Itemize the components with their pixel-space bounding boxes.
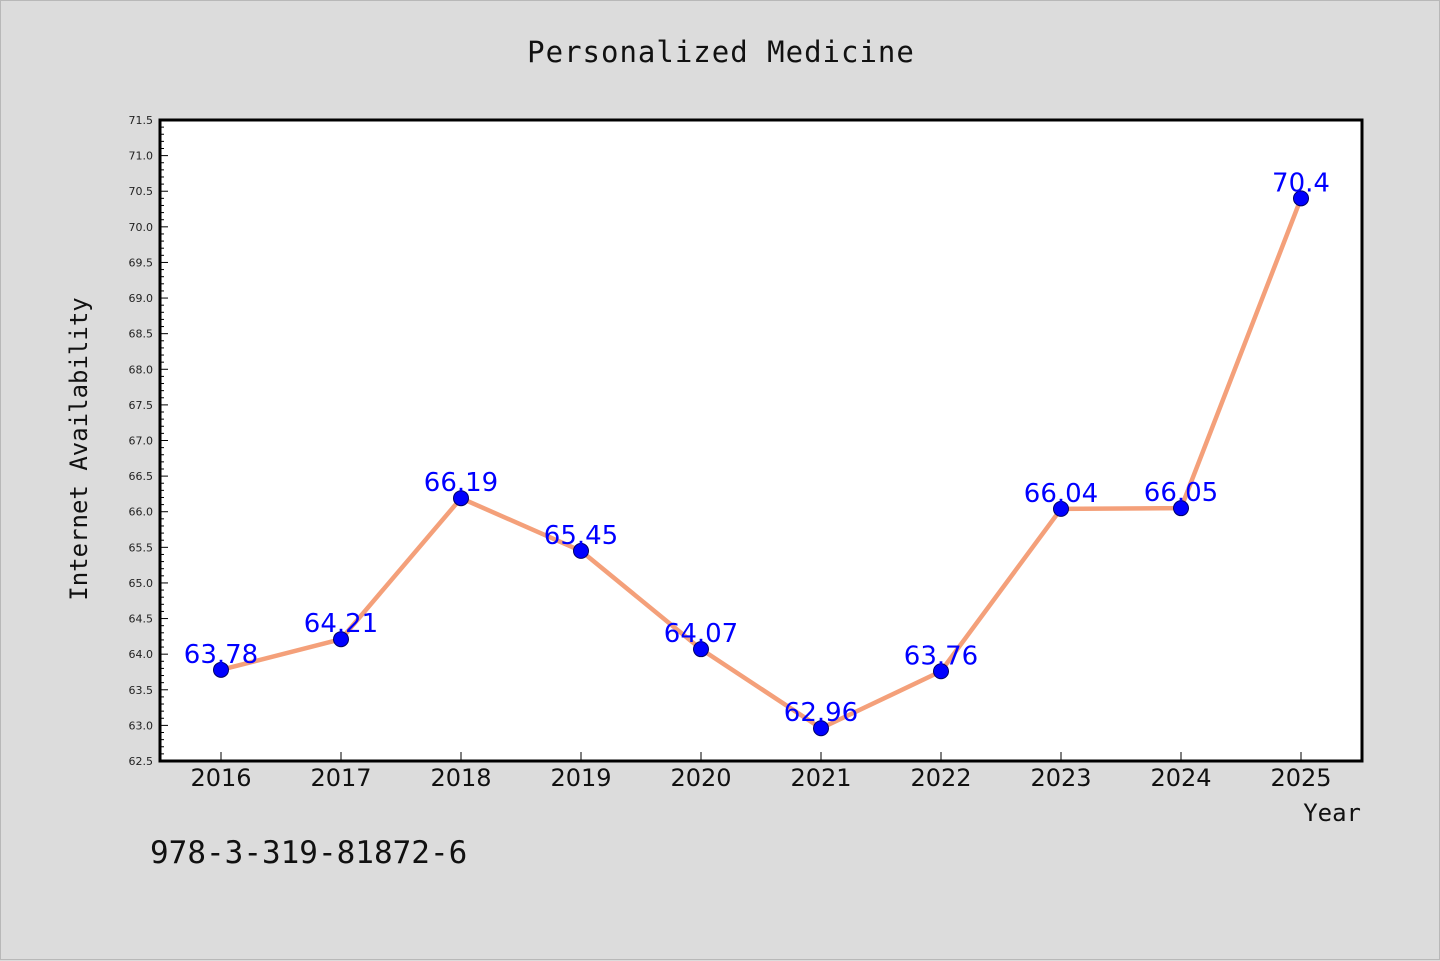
y-tick-label: 67.0 [129,435,154,448]
data-label: 63.76 [904,641,978,671]
data-label: 64.07 [664,619,738,649]
data-label: 62.96 [784,698,858,728]
data-label: 66.05 [1144,478,1218,508]
y-tick-label: 68.0 [129,363,154,376]
series-markers [213,190,1309,737]
y-tick-label: 69.5 [129,256,154,269]
y-tick-label: 68.5 [129,328,154,341]
y-tick-label: 65.5 [129,541,154,554]
y-tick-label: 66.0 [129,506,154,519]
data-point [693,641,709,658]
y-tick-label: 70.0 [129,221,154,234]
y-tick-label: 64.5 [129,613,154,626]
plot-area [158,118,1364,763]
data-label: 70.4 [1272,168,1330,198]
y-axis: 62.5 63.0 63.5 64.0 64.5 65.0 65.5 66.0 66.5 67.0… [129,114,168,768]
series-polyline [218,196,1304,731]
data-point [933,663,949,680]
y-tick-label: 67.5 [129,399,154,412]
y-tick-label: 65.0 [129,577,154,590]
data-point [453,490,469,507]
x-tick-label: 2024 [1150,764,1211,792]
y-tick-label: 66.5 [129,470,154,483]
y-tick-label: 63.0 [129,719,154,732]
data-point [813,720,829,737]
isbn-footnote: 978-3-319-81872-6 [150,835,468,871]
data-labels: 63.78 64.21 66.19 65.45 64.07 62.96 63.76 66.04… [184,168,1330,728]
data-point [213,661,229,678]
data-label: 66.19 [424,468,498,498]
y-tick-label: 71.5 [129,114,154,127]
y-axis-label: Internet Availability [65,297,93,600]
data-point [1293,190,1309,207]
x-tick-label: 2025 [1270,764,1331,792]
data-point [333,631,349,648]
y-tick-label: 70.5 [129,185,154,198]
x-tick-label: 2019 [550,764,611,792]
x-tick-label: 2023 [1030,764,1091,792]
data-point [573,542,589,559]
x-tick-label: 2018 [430,764,491,792]
series-line [218,196,1304,731]
x-tick-label: 2020 [670,764,731,792]
data-point [1173,500,1189,517]
chart-title: Personalized Medicine [527,35,915,69]
data-point [1053,500,1069,517]
x-tick-label: 2022 [910,764,971,792]
data-label: 65.45 [544,521,618,551]
x-axis: 2016 2017 2018 2019 2020 2021 2022 2023 2024 2025 [190,752,1332,792]
y-tick-label: 63.5 [129,684,154,697]
x-axis-label: Year [1303,799,1361,827]
data-label: 66.04 [1024,479,1098,509]
y-tick-label: 64.0 [129,648,154,661]
x-tick-label: 2017 [310,764,371,792]
y-tick-label: 69.0 [129,292,154,305]
y-tick-label: 71.0 [129,150,154,163]
x-tick-label: 2016 [190,764,251,792]
data-label: 64.21 [304,609,378,639]
y-tick-label: 62.5 [129,755,154,768]
x-tick-label: 2021 [790,764,851,792]
data-label: 63.78 [184,640,258,670]
